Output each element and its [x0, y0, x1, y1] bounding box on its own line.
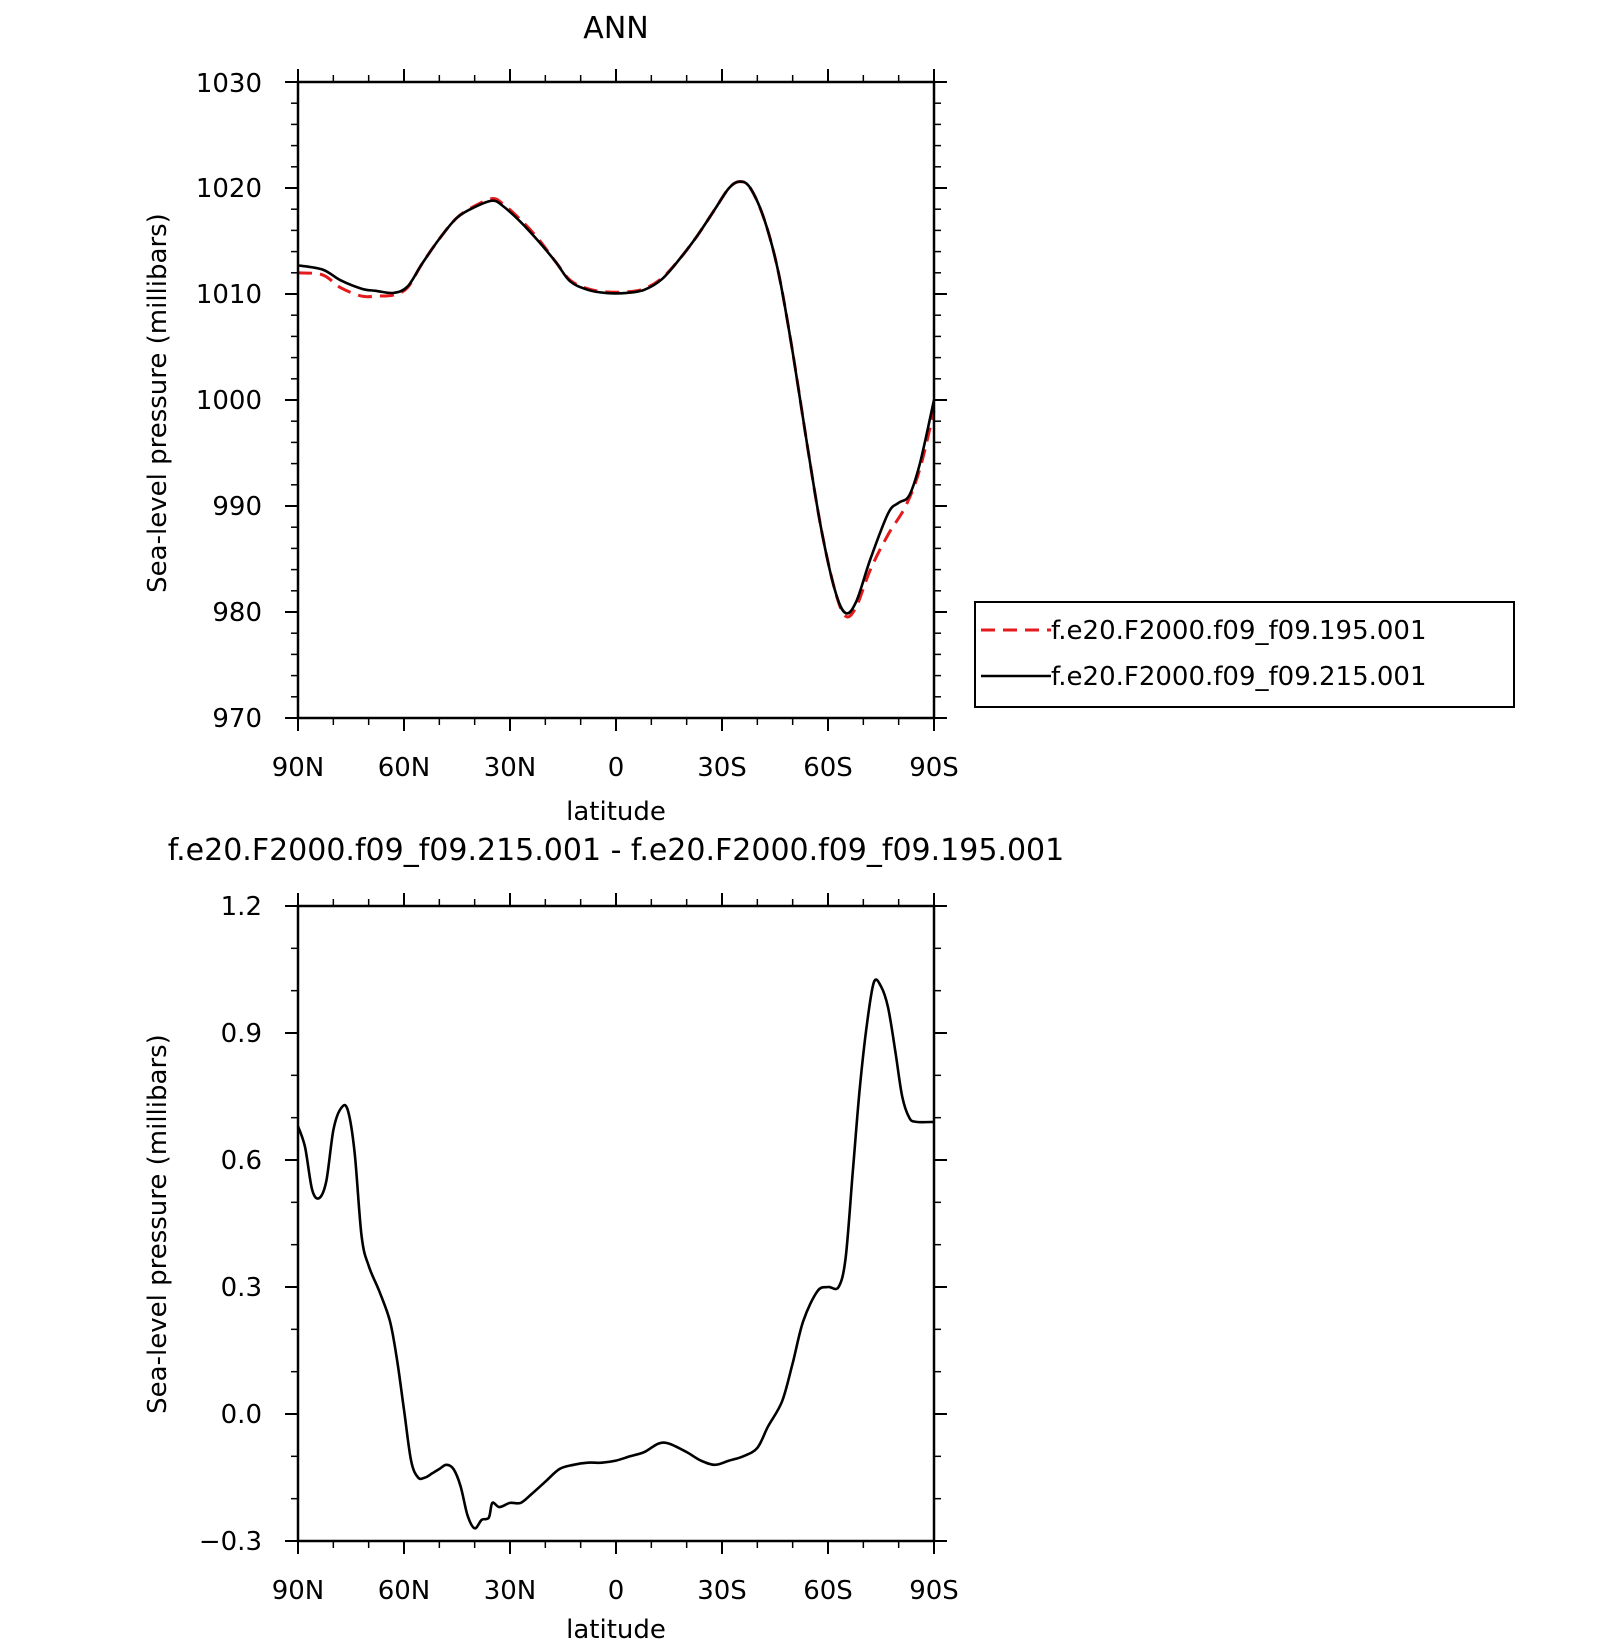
- bottom-x-tick-label: 30S: [697, 1576, 747, 1606]
- top-plot-frame: [296, 80, 936, 720]
- difference-line: [296, 978, 935, 1530]
- bottom-y-tick-label: 0.0: [221, 1400, 262, 1430]
- bottom-y-tick-labels: −0.3 0.0 0.3 0.6 0.9 1.2: [199, 892, 262, 1557]
- bottom-panel: f.e20.F2000.f09_f09.215.001 - f.e20.F200…: [143, 833, 1064, 1641]
- legend: f.e20.F2000.f09_f09.195.001 f.e20.F2000.…: [974, 601, 1515, 708]
- top-x-tick-label: 0: [608, 753, 625, 783]
- legend-box: [974, 601, 1515, 708]
- top-y-tick-label: 1000: [196, 386, 262, 416]
- top-y-tick-label: 980: [212, 598, 262, 628]
- top-y-axis-title: Sea-level pressure (millibars): [143, 213, 173, 593]
- top-x-tick-label: 60S: [803, 753, 853, 783]
- bottom-y-tick-label: −0.3: [199, 1527, 262, 1557]
- bottom-x-axis-title: latitude: [566, 1615, 666, 1641]
- bottom-chart-title: f.e20.F2000.f09_f09.215.001 - f.e20.F200…: [168, 833, 1064, 868]
- bottom-y-tick-label: 0.9: [221, 1019, 262, 1049]
- bottom-x-tick-label: 90N: [272, 1576, 325, 1606]
- top-panel: ANN 970 980 990 1000 1010 1020 1030 90N …: [143, 11, 1515, 827]
- legend-label-215: f.e20.F2000.f09_f09.215.001: [1051, 662, 1427, 692]
- bottom-x-tick-label: 60N: [378, 1576, 431, 1606]
- top-y-tick-labels: 970 980 990 1000 1010 1020 1030: [196, 69, 262, 734]
- top-ticks: [285, 69, 947, 731]
- top-y-tick-label: 970: [212, 704, 262, 734]
- bottom-x-tick-label: 90S: [909, 1576, 959, 1606]
- bottom-y-tick-label: 0.6: [221, 1146, 262, 1176]
- bottom-x-tick-label: 30N: [484, 1576, 537, 1606]
- top-x-tick-label: 30S: [697, 753, 747, 783]
- top-y-tick-label: 1010: [196, 280, 262, 310]
- top-y-tick-label: 1030: [196, 69, 262, 99]
- bottom-x-tick-labels: 90N 60N 30N 0 30S 60S 90S: [272, 1576, 959, 1606]
- bottom-plot-frame: [296, 904, 936, 1543]
- top-x-tick-label: 90N: [272, 753, 325, 783]
- bottom-y-tick-label: 1.2: [221, 892, 262, 922]
- series-195-line: [297, 180, 936, 619]
- top-x-axis-title: latitude: [566, 797, 666, 827]
- top-x-tick-labels: 90N 60N 30N 0 30S 60S 90S: [272, 753, 959, 783]
- top-y-tick-label: 990: [212, 492, 262, 522]
- bottom-x-tick-label: 0: [608, 1576, 625, 1606]
- top-y-tick-label: 1020: [196, 174, 262, 204]
- top-x-tick-label: 90S: [909, 753, 959, 783]
- top-x-tick-label: 60N: [378, 753, 431, 783]
- top-chart-title: ANN: [583, 11, 648, 46]
- top-x-tick-label: 30N: [484, 753, 537, 783]
- bottom-x-tick-label: 60S: [803, 1576, 853, 1606]
- bottom-y-axis-title: Sea-level pressure (millibars): [143, 1034, 173, 1414]
- bottom-y-tick-label: 0.3: [221, 1273, 262, 1303]
- legend-label-195: f.e20.F2000.f09_f09.195.001: [1051, 616, 1427, 646]
- series-215-line: [297, 180, 936, 615]
